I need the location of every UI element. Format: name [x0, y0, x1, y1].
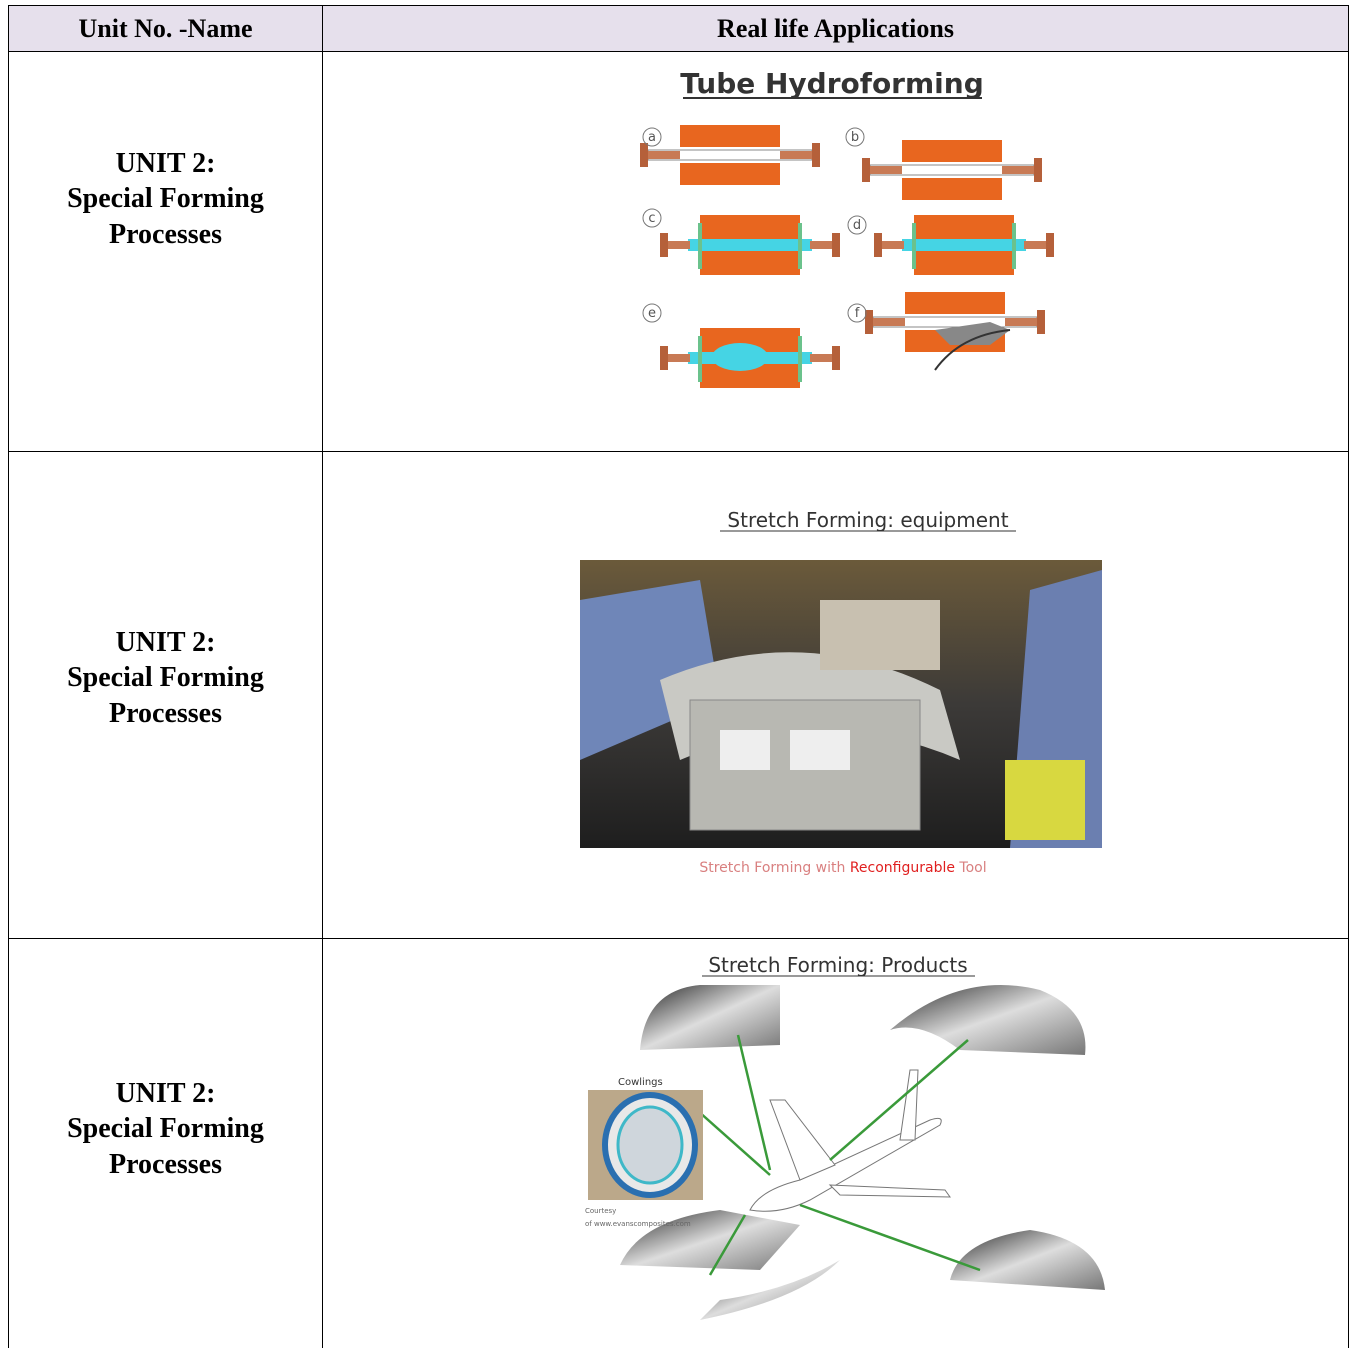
figure-title: Stretch Forming: Products: [708, 953, 967, 977]
figure-title: Stretch Forming: equipment: [727, 508, 1008, 532]
label: Courtesy: [585, 1207, 616, 1215]
labels: a b c d e f: [642, 127, 867, 323]
die-diagram: [861, 139, 1043, 201]
background: [820, 600, 940, 670]
unit-line: Special Forming: [67, 662, 264, 694]
unit-cell: UNIT 2: Special Forming Processes: [9, 939, 322, 1319]
inset-cowling: [616, 1105, 684, 1185]
unit-line: Processes: [109, 1148, 222, 1180]
die-diagram: [874, 215, 1054, 275]
tool-sign: [720, 730, 770, 770]
figure-caption: Stretch Forming with Reconfigurable Tool: [699, 860, 986, 876]
unit-line: UNIT 2:: [115, 626, 216, 658]
unit-cell: UNIT 2: Special Forming Processes: [9, 52, 322, 346]
border: [8, 938, 1349, 939]
machine: [1005, 760, 1085, 840]
header-cell: Real life Applications: [323, 6, 1348, 51]
tool-sign: [790, 730, 850, 770]
caption-part: Tool: [955, 860, 987, 876]
shell: [700, 1260, 840, 1320]
unit-cell: UNIT 2: Special Forming Processes: [9, 452, 322, 904]
shell: [890, 985, 1086, 1055]
unit-line: UNIT 2:: [115, 1077, 216, 1109]
products-figure: Stretch Forming: Products Cowlings Court…: [585, 953, 1105, 1320]
shell: [620, 1210, 800, 1270]
border: [322, 5, 323, 1348]
label: of www.evanscomposites.com: [585, 1220, 691, 1228]
border: [8, 451, 1349, 452]
border: [8, 51, 1349, 52]
part-line: [934, 329, 1011, 371]
unit-line: Special Forming: [67, 1113, 264, 1145]
unit-line: Processes: [109, 697, 222, 729]
shell: [640, 985, 780, 1050]
figure-title: Tube Hydroforming: [680, 67, 984, 100]
die-diagram: [639, 124, 821, 186]
step-label: c: [648, 211, 655, 226]
equipment-figure: Stretch Forming: equipment Stretch Formi…: [580, 508, 1102, 876]
airplane: [749, 1117, 942, 1212]
step-label: d: [853, 218, 861, 233]
unit-line: Processes: [109, 218, 222, 250]
step-label: b: [851, 130, 859, 145]
border: [1348, 5, 1349, 1348]
step-label: e: [648, 306, 656, 321]
caption-part: Stretch Forming with: [699, 860, 849, 876]
step-label: f: [855, 306, 860, 321]
label: Cowlings: [618, 1077, 663, 1088]
unit-line: UNIT 2:: [115, 147, 216, 179]
border: [8, 5, 1349, 6]
hydroforming-figure: Tube Hydroforming a b c d e f: [639, 67, 1054, 388]
caption-part: Reconfigurable: [850, 860, 955, 876]
bulge: [712, 343, 768, 371]
shell: [950, 1230, 1105, 1290]
header-cell: Unit No. -Name: [9, 6, 322, 51]
border: [8, 5, 9, 1348]
unit-line: Special Forming: [67, 183, 264, 215]
step-label: a: [648, 130, 656, 145]
part: [935, 322, 1010, 345]
die-diagram: [660, 215, 840, 275]
